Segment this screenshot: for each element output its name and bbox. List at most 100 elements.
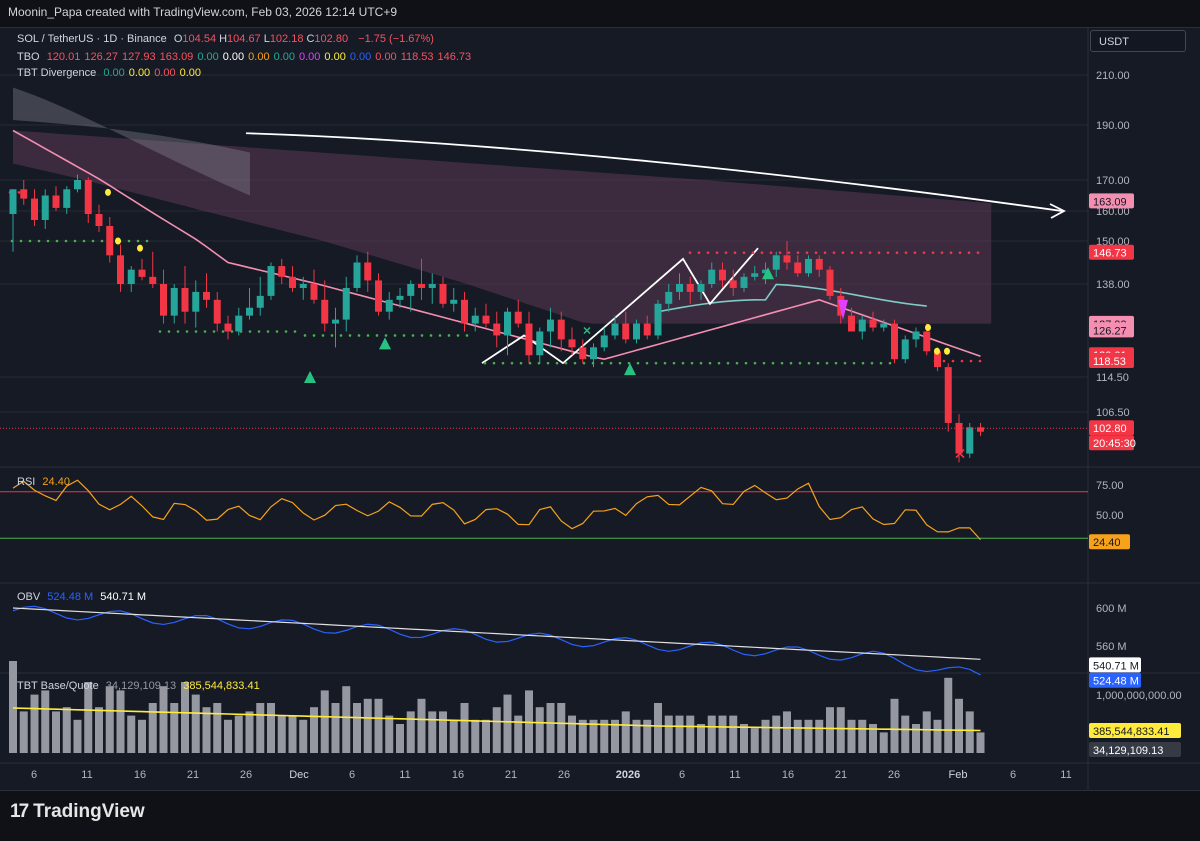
candle xyxy=(246,287,253,320)
tbo-legend[interactable]: TBO 120.01 126.27 127.93 163.09 0.00 0.00 0.00… xyxy=(17,51,479,63)
price-axis-label: 20:45:30 xyxy=(1089,435,1136,451)
tbt-divergence-legend[interactable]: TBT Divergence 0.00 0.00 0.00 0.00 xyxy=(17,67,209,79)
candle xyxy=(450,287,458,312)
candle-body xyxy=(912,331,920,340)
candle-body xyxy=(149,276,157,284)
resistance-dots-dot xyxy=(949,251,953,255)
chart-canvas[interactable]: 210.00190.00170.00160.00150.00138.00114.… xyxy=(0,28,1200,790)
tbt-volume-bar xyxy=(482,719,490,753)
tbt-volume-bar xyxy=(170,703,179,753)
tbt-volume-bar xyxy=(933,719,942,753)
obv-label[interactable]: OBV xyxy=(17,591,41,603)
support-dots-4-dot xyxy=(762,361,766,365)
support-dots-3-dot xyxy=(411,334,415,337)
price-tick-label: 210.00 xyxy=(1096,70,1130,82)
currency-button[interactable]: USDT xyxy=(1090,30,1186,52)
candle-body xyxy=(923,331,931,352)
candle xyxy=(944,363,952,432)
tbt-volume-bar xyxy=(944,677,953,753)
tbt-volume-bar xyxy=(643,719,652,753)
resistance-dots-dot xyxy=(715,251,719,255)
tbt-base-quote-label[interactable]: TBT Base/Quote xyxy=(17,680,99,692)
candle xyxy=(880,319,888,332)
support-dots-2-dot xyxy=(176,330,180,333)
candle-body xyxy=(643,323,651,336)
candle-body xyxy=(557,319,565,340)
price-axis-label-text: 118.53 xyxy=(1093,356,1126,368)
candle-body xyxy=(482,315,490,324)
candle-body xyxy=(955,422,963,454)
tbt-volume-bar xyxy=(740,724,748,753)
tbt-volume-bar xyxy=(320,690,329,753)
candle xyxy=(9,189,17,252)
support-dots-4-dot xyxy=(636,361,640,365)
ohlc-value-o: 104.54 xyxy=(182,33,217,45)
obv-value-white: 540.71 M xyxy=(100,591,147,603)
resistance-dots-dot xyxy=(859,251,863,255)
cross-marker-icon xyxy=(955,448,965,459)
support-dots-1-dot xyxy=(28,239,32,243)
candle-body xyxy=(364,262,372,281)
price-axis-label-text: 20:45:30 xyxy=(1093,438,1136,450)
tbt-volume-bar xyxy=(589,719,598,753)
candle xyxy=(375,273,382,316)
tbt-volume-bar xyxy=(213,703,222,753)
support-dots-4-dot xyxy=(753,361,757,365)
obv-legend[interactable]: OBV 524.48 M 540.71 M xyxy=(17,591,150,603)
candle-body xyxy=(396,295,404,300)
time-axis-label: 26 xyxy=(558,769,570,781)
resistance-dots-dot xyxy=(877,251,881,255)
candle-body xyxy=(95,214,103,226)
tbt-volume-bar xyxy=(30,694,39,753)
candle-body xyxy=(342,287,350,320)
tbt-volume-bars xyxy=(9,661,985,753)
rsi-label[interactable]: RSI xyxy=(17,476,36,488)
tbt-base-quote-legend[interactable]: TBT Base/Quote 34,129,109.13 385,544,833… xyxy=(17,680,264,692)
symbol-legend[interactable]: SOL / TetherUS · 1D · Binance O104.54 H10… xyxy=(17,33,438,45)
price-axis-label: 163.09 xyxy=(1089,193,1134,209)
rsi-legend[interactable]: RSI 24.40 xyxy=(17,476,74,488)
tbo-value-8: 0.00 xyxy=(299,51,321,63)
resistance-dots-dot xyxy=(922,251,926,255)
tbo-gray-band xyxy=(13,87,250,196)
resistance-dots-dot xyxy=(706,251,710,255)
support-dots-4-dot xyxy=(843,361,847,365)
support-dots-3-dot xyxy=(321,334,325,337)
symbol-name[interactable]: SOL / TetherUS · 1D · Binance xyxy=(17,33,167,45)
candle-body xyxy=(321,299,329,324)
tbt-volume-bar xyxy=(19,711,28,753)
candle xyxy=(364,251,372,292)
tbt-volume-bar xyxy=(116,690,125,753)
tbt-volume-bar xyxy=(686,715,695,753)
tbo-cloud-band xyxy=(13,130,992,324)
support-dots-4-dot xyxy=(888,361,892,365)
time-axis-label: 11 xyxy=(1060,769,1071,781)
tbt-divergence-label[interactable]: TBT Divergence xyxy=(17,67,97,79)
candle-body xyxy=(461,299,468,324)
candle xyxy=(418,258,425,300)
divergence-marker-icon xyxy=(944,347,950,355)
candle-body xyxy=(740,276,748,288)
candle-body xyxy=(611,323,619,336)
price-axis-label-text: 163.09 xyxy=(1093,196,1127,208)
support-dots-4-dot xyxy=(609,361,613,365)
tbt-volume-bar xyxy=(299,719,308,753)
support-dots-3-dot xyxy=(330,334,334,337)
chart-frame[interactable]: 210.00 190.00 170.00 160.00 150.00 138.00 114.… xyxy=(0,27,1200,791)
obv-white-line xyxy=(12,607,981,660)
candle-body xyxy=(944,367,952,423)
price-axis-label: 126.27 xyxy=(1089,322,1134,338)
cross-marker-green-icon xyxy=(583,327,591,335)
tbt-volume-bar xyxy=(858,719,867,753)
support-dots-4-dot xyxy=(492,361,496,365)
candle xyxy=(826,266,834,300)
support-dots-4-dot xyxy=(690,361,694,365)
candle xyxy=(289,266,296,292)
support-dots-2-dot xyxy=(248,330,252,333)
tbt-volume-bar xyxy=(138,719,146,753)
candle xyxy=(579,339,587,364)
tbo-label[interactable]: TBO xyxy=(17,51,40,63)
candle-body xyxy=(224,323,232,332)
candle xyxy=(643,315,651,340)
price-tick-label: 160.00 xyxy=(1096,206,1130,218)
